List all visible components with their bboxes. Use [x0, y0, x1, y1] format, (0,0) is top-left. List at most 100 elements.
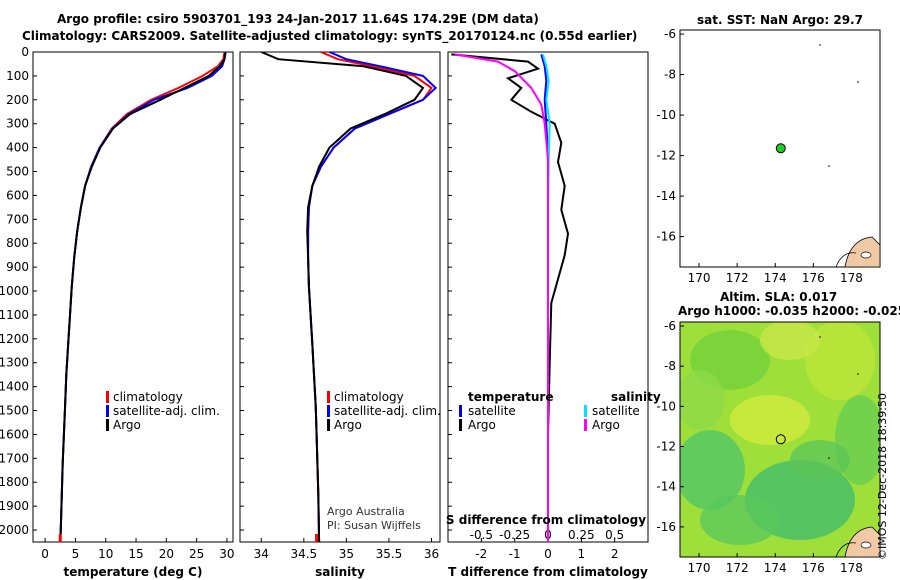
- temperature-tick-label: 10: [98, 547, 113, 561]
- salinity-legend-label: Argo: [334, 418, 362, 432]
- salinity-difference-tick-label: 0.5: [605, 528, 624, 542]
- temperature-legend-label: satellite-adj. clim.: [113, 404, 220, 418]
- difference-legend-left-swatch: [459, 405, 462, 417]
- coastline-island: [860, 541, 872, 549]
- coastline-islet: [819, 336, 821, 338]
- difference-legend-left-swatch: [459, 419, 462, 431]
- temperature-legend-swatch: [106, 419, 109, 431]
- depth-tick-label: 0: [21, 45, 29, 59]
- depth-tick-label: 1800: [0, 475, 29, 489]
- temperature-line-climatology: [59, 52, 226, 542]
- map-lat-tick-label: -16: [656, 230, 676, 244]
- depth-tick-label: 1300: [0, 356, 29, 370]
- imos-watermark: ©IMOS 12-Dec-2018 18:39:50: [876, 393, 889, 560]
- depth-tick-label: 200: [6, 93, 29, 107]
- figure-title-line1: Argo profile: csiro 5903701_193 24-Jan-2…: [57, 12, 539, 26]
- depth-tick-label: 1400: [0, 380, 29, 394]
- difference-legend-right-label: satellite: [592, 404, 640, 418]
- temperature-line-argo: [59, 53, 227, 542]
- map-lat-tick-label: -14: [656, 189, 676, 203]
- coastline-landmass: [844, 526, 880, 557]
- depth-tick-label: 1600: [0, 427, 29, 441]
- sla-anomaly-patch: [700, 495, 780, 545]
- depth-tick-label: 400: [6, 141, 29, 155]
- depth-tick-label: 1900: [0, 499, 29, 513]
- map-lon-tick-label: 170: [688, 271, 711, 285]
- map-lat-tick-label: -6: [664, 27, 676, 41]
- salinity-difference-tick-label: 0.25: [568, 528, 595, 542]
- map-lon-tick-label: 172: [726, 561, 749, 575]
- salinity-legend-swatch: [327, 419, 330, 431]
- map-lat-tick-label: -12: [656, 440, 676, 454]
- salinity-difference-axis-label: S difference from climatology: [446, 513, 646, 527]
- difference-legend-temperature-title: temperature: [468, 390, 553, 404]
- sla-anomaly-patch: [680, 430, 745, 510]
- difference-legend-salinity-title: salinity: [611, 390, 661, 404]
- depth-tick-label: 1000: [0, 284, 29, 298]
- salinity-legend-swatch: [327, 391, 330, 403]
- temperature-tick-label: 20: [159, 547, 174, 561]
- temperature-tick-label: 15: [128, 547, 143, 561]
- temperature-tick-label: 30: [219, 547, 234, 561]
- argo-float-position-marker: [775, 143, 786, 154]
- salinity-tick-label: 36: [424, 547, 439, 561]
- sla-field: [680, 322, 880, 557]
- depth-tick-label: 300: [6, 117, 29, 131]
- depth-tick-label: 2000: [0, 523, 29, 537]
- coastline-island: [860, 251, 872, 259]
- map-lat-tick-label: -8: [664, 68, 676, 82]
- depth-tick-label: 700: [6, 212, 29, 226]
- map-lat-tick-label: -14: [656, 480, 676, 494]
- depth-tick-label: 500: [6, 165, 29, 179]
- sla-map-title: Altim. SLA: 0.017: [720, 290, 837, 304]
- temperature-tick-label: 0: [41, 547, 49, 561]
- salinity-bottom-marker: [315, 534, 319, 542]
- map-lat-tick-label: -10: [656, 399, 676, 413]
- temperature-difference-tick-label: -2: [475, 547, 487, 561]
- temperature-difference-tick-label: 0: [544, 547, 552, 561]
- map-lon-tick-label: 174: [764, 271, 787, 285]
- coastline-outline: [835, 542, 857, 557]
- difference-line-argo-salinity: [454, 53, 549, 542]
- temperature-axis-label: temperature (deg C): [64, 565, 203, 579]
- map-lon-tick-label: 178: [840, 271, 863, 285]
- pi-annotation: PI: Susan Wijffels: [327, 519, 421, 532]
- map-lat-tick-label: -12: [656, 149, 676, 163]
- difference-legend-left-label: satellite: [468, 404, 516, 418]
- salinity-tick-label: 35.5: [376, 547, 403, 561]
- sla-map-subtitle: Argo h1000: -0.035 h2000: -0.025: [678, 304, 900, 318]
- salinity-line-climatology: [307, 52, 433, 542]
- difference-legend-right-swatch: [584, 419, 587, 431]
- coastline-landmass: [844, 236, 880, 267]
- coastline-islet: [819, 44, 821, 46]
- map-lon-tick-label: 174: [764, 561, 787, 575]
- map-lat-tick-label: -10: [656, 108, 676, 122]
- map-lon-tick-label: 178: [840, 561, 863, 575]
- temperature-plot-frame: [32, 51, 234, 543]
- temperature-line-satellite-adj--clim-: [59, 52, 227, 542]
- map-lon-tick-label: 172: [726, 271, 749, 285]
- sla-map-frame: [679, 321, 881, 558]
- temperature-difference-tick-label: 2: [611, 547, 619, 561]
- salinity-difference-tick-label: -0.25: [499, 528, 530, 542]
- salinity-line-argo: [260, 52, 425, 542]
- temperature-difference-axis-label: T difference from climatology: [448, 565, 648, 579]
- sla-anomaly-patch: [760, 322, 820, 360]
- salinity-tick-label: 34: [254, 547, 269, 561]
- difference-legend-right-label: Argo: [592, 418, 620, 432]
- salinity-difference-tick-label: -0.5: [470, 528, 493, 542]
- sst-map-frame: [679, 29, 881, 268]
- argo-float-position-marker: [775, 434, 786, 445]
- vanuatu-coast: [819, 44, 880, 267]
- depth-tick-label: 1200: [0, 332, 29, 346]
- map-lon-tick-label: 176: [802, 561, 825, 575]
- salinity-tick-label: 34.5: [290, 547, 317, 561]
- temperature-difference-tick-label: 1: [578, 547, 586, 561]
- coastline-islet: [857, 373, 859, 375]
- depth-tick-label: 800: [6, 236, 29, 250]
- sla-anomaly-patch: [805, 322, 875, 400]
- coastline-islet: [857, 81, 859, 83]
- difference-legend-left-label: Argo: [468, 418, 496, 432]
- temperature-difference-tick-label: -1: [509, 547, 521, 561]
